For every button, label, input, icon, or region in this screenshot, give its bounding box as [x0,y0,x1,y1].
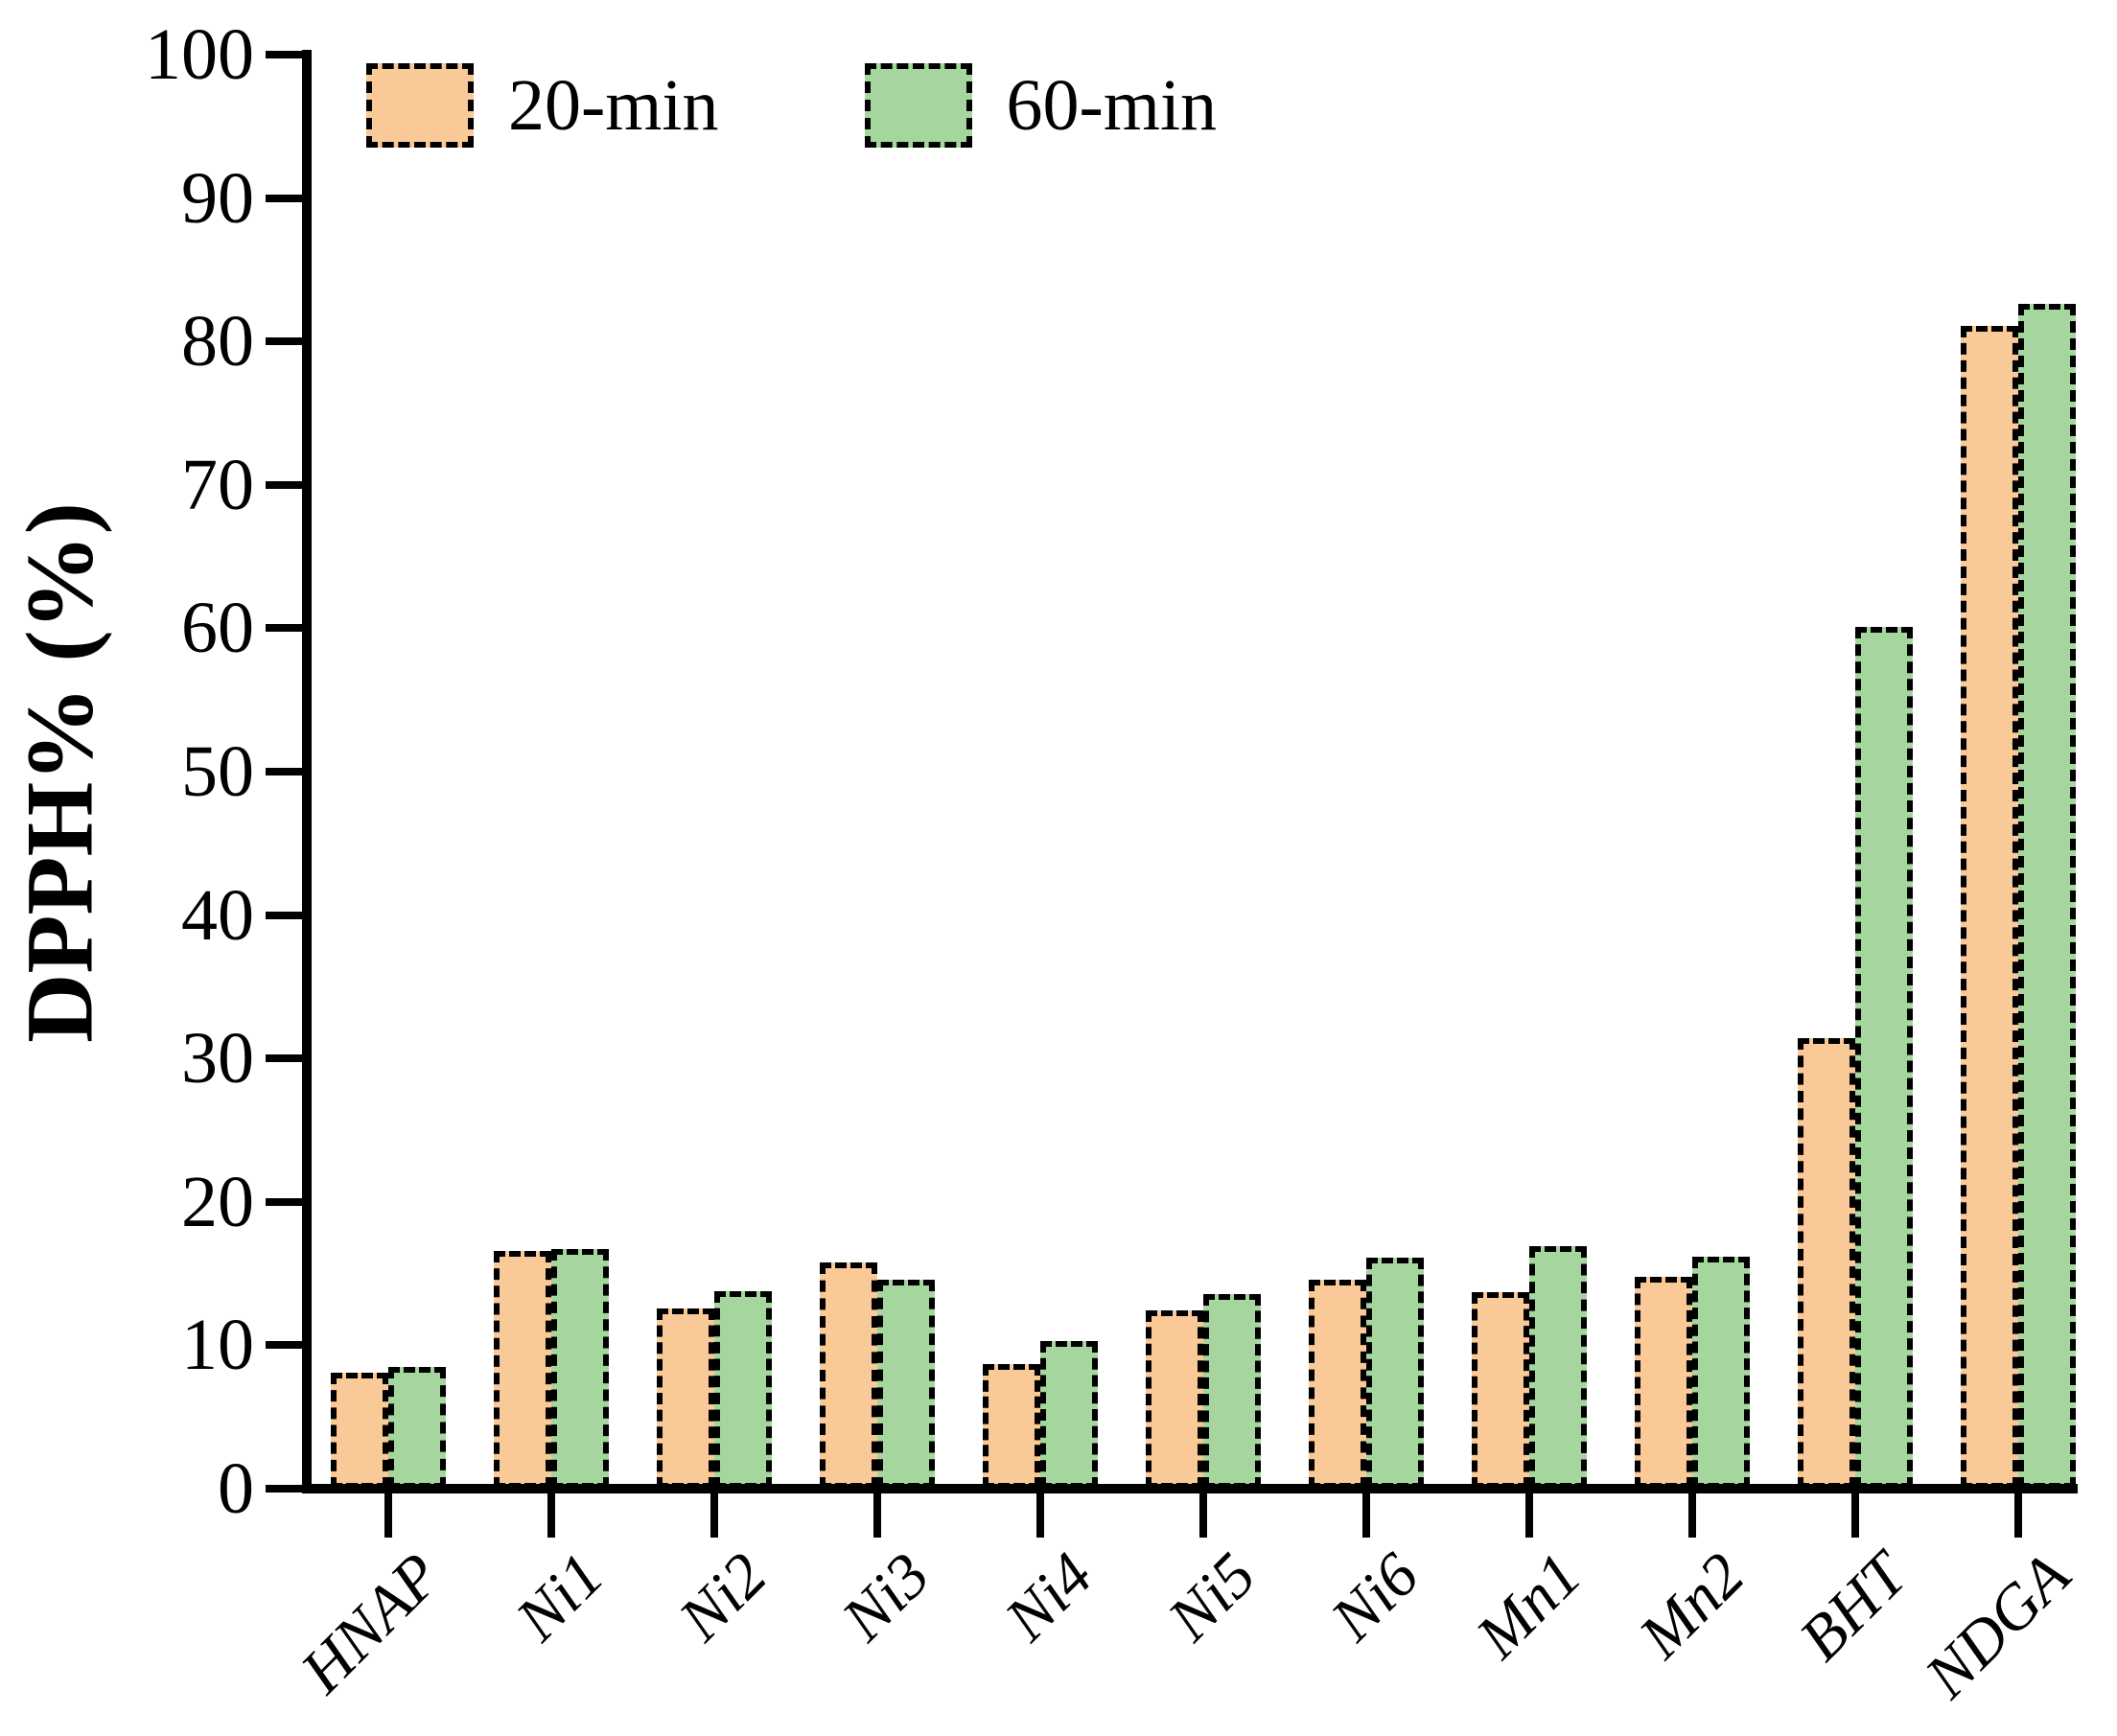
x-tick-label-Mn1: Mn1 [1463,1539,1595,1672]
y-tick-20 [266,1197,302,1206]
bar-Ni2-60-min [714,1290,772,1489]
bar-Ni1-20-min [494,1250,551,1489]
bar-Mn1-20-min [1472,1292,1529,1489]
bar-Ni3-20-min [820,1261,877,1489]
x-tick-label-Ni5: Ni5 [1154,1539,1269,1655]
y-tick-label-90: 90 [181,157,254,239]
x-tick-HNAP [384,1493,392,1538]
bar-Ni4-20-min [983,1363,1040,1489]
legend-label-60min: 60-min [1006,65,1218,146]
bar-NDGA-60-min [2018,304,2076,1489]
y-tick-label-80: 80 [181,301,254,382]
y-tick-label-30: 30 [181,1018,254,1099]
x-tick-label-Mn2: Mn2 [1626,1539,1758,1672]
x-axis-line [302,1484,2078,1493]
legend-item-60min: 60-min [864,63,1218,148]
x-tick-BHT [1851,1493,1859,1538]
y-tick-100 [266,51,302,58]
y-tick-30 [266,1054,302,1063]
y-tick-0 [266,1485,302,1493]
x-tick-Ni2 [710,1493,718,1538]
bar-Ni6-60-min [1366,1258,1424,1489]
y-tick-70 [266,480,302,489]
x-tick-label-Ni6: Ni6 [1317,1539,1432,1655]
bar-Ni5-60-min [1203,1293,1261,1489]
y-tick-10 [266,1341,302,1350]
bar-HNAP-20-min [331,1372,388,1489]
bar-Mn2-20-min [1635,1276,1692,1489]
y-tick-label-70: 70 [181,444,254,525]
bar-NDGA-20-min [1961,325,2018,1489]
x-tick-Ni5 [1199,1493,1207,1538]
x-tick-Ni3 [873,1493,881,1538]
y-axis-line [302,50,312,1493]
bar-Ni1-60-min [551,1249,609,1489]
bar-BHT-20-min [1798,1038,1855,1489]
x-tick-label-Ni4: Ni4 [991,1539,1106,1655]
bar-Mn2-60-min [1692,1256,1750,1489]
x-tick-Ni6 [1362,1493,1370,1538]
y-tick-label-50: 50 [181,731,254,812]
bar-Ni5-20-min [1146,1310,1203,1489]
legend-swatch-20min-icon [366,63,474,148]
bar-Ni4-60-min [1040,1340,1098,1489]
bar-BHT-60-min [1855,626,1913,1489]
legend-swatch-60min-icon [864,63,972,148]
y-tick-90 [266,194,302,202]
y-tick-80 [266,337,302,346]
x-tick-NDGA [2014,1493,2022,1538]
x-tick-label-Ni2: Ni2 [665,1539,780,1655]
x-tick-label-Ni3: Ni3 [828,1539,943,1655]
x-tick-label-HNAP: HNAP [287,1539,454,1707]
x-tick-Mn2 [1688,1493,1696,1538]
legend-item-20min: 20-min [366,63,719,148]
bar-Ni2-20-min [657,1308,714,1489]
y-tick-label-100: 100 [145,14,254,95]
legend: 20-min 60-min [366,63,1217,148]
y-tick-50 [266,768,302,775]
y-tick-label-40: 40 [181,874,254,956]
bar-Ni3-60-min [877,1279,935,1489]
y-tick-label-20: 20 [181,1161,254,1242]
bar-HNAP-60-min [388,1366,446,1489]
y-tick-60 [266,624,302,633]
legend-label-20min: 20-min [508,65,719,146]
x-tick-Ni4 [1036,1493,1044,1538]
x-tick-label-Ni1: Ni1 [502,1539,617,1655]
y-tick-40 [266,911,302,919]
x-tick-label-BHT: BHT [1786,1539,1921,1675]
bar-Ni6-20-min [1309,1279,1366,1489]
y-tick-label-0: 0 [218,1448,254,1529]
y-tick-label-60: 60 [181,588,254,669]
x-tick-Ni1 [547,1493,555,1538]
x-tick-Mn1 [1525,1493,1533,1538]
bar-Mn1-60-min [1529,1246,1587,1489]
x-tick-label-NDGA: NDGA [1912,1539,2084,1712]
y-tick-label-10: 10 [181,1305,254,1386]
